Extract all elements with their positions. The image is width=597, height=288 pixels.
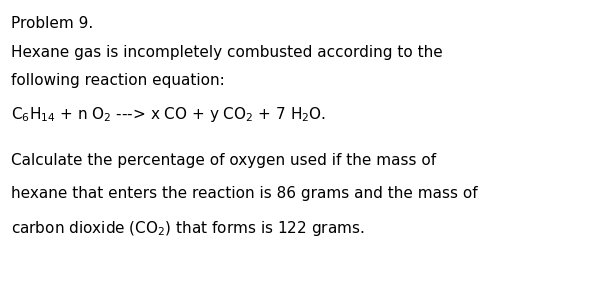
Text: Problem 9.: Problem 9. [11,16,93,31]
Text: following reaction equation:: following reaction equation: [11,73,224,88]
Text: $\mathregular{C_6H_{14}}$ + n $\mathregular{O_2}$ ---> x CO + y $\mathregular{CO: $\mathregular{C_6H_{14}}$ + n $\mathregu… [11,105,326,124]
Text: hexane that enters the reaction is 86 grams and the mass of: hexane that enters the reaction is 86 gr… [11,186,478,201]
Text: Hexane gas is incompletely combusted according to the: Hexane gas is incompletely combusted acc… [11,45,442,60]
Text: carbon dioxide ($\mathregular{CO_2}$) that forms is 122 grams.: carbon dioxide ($\mathregular{CO_2}$) th… [11,219,364,238]
Text: Calculate the percentage of oxygen used if the mass of: Calculate the percentage of oxygen used … [11,153,436,168]
